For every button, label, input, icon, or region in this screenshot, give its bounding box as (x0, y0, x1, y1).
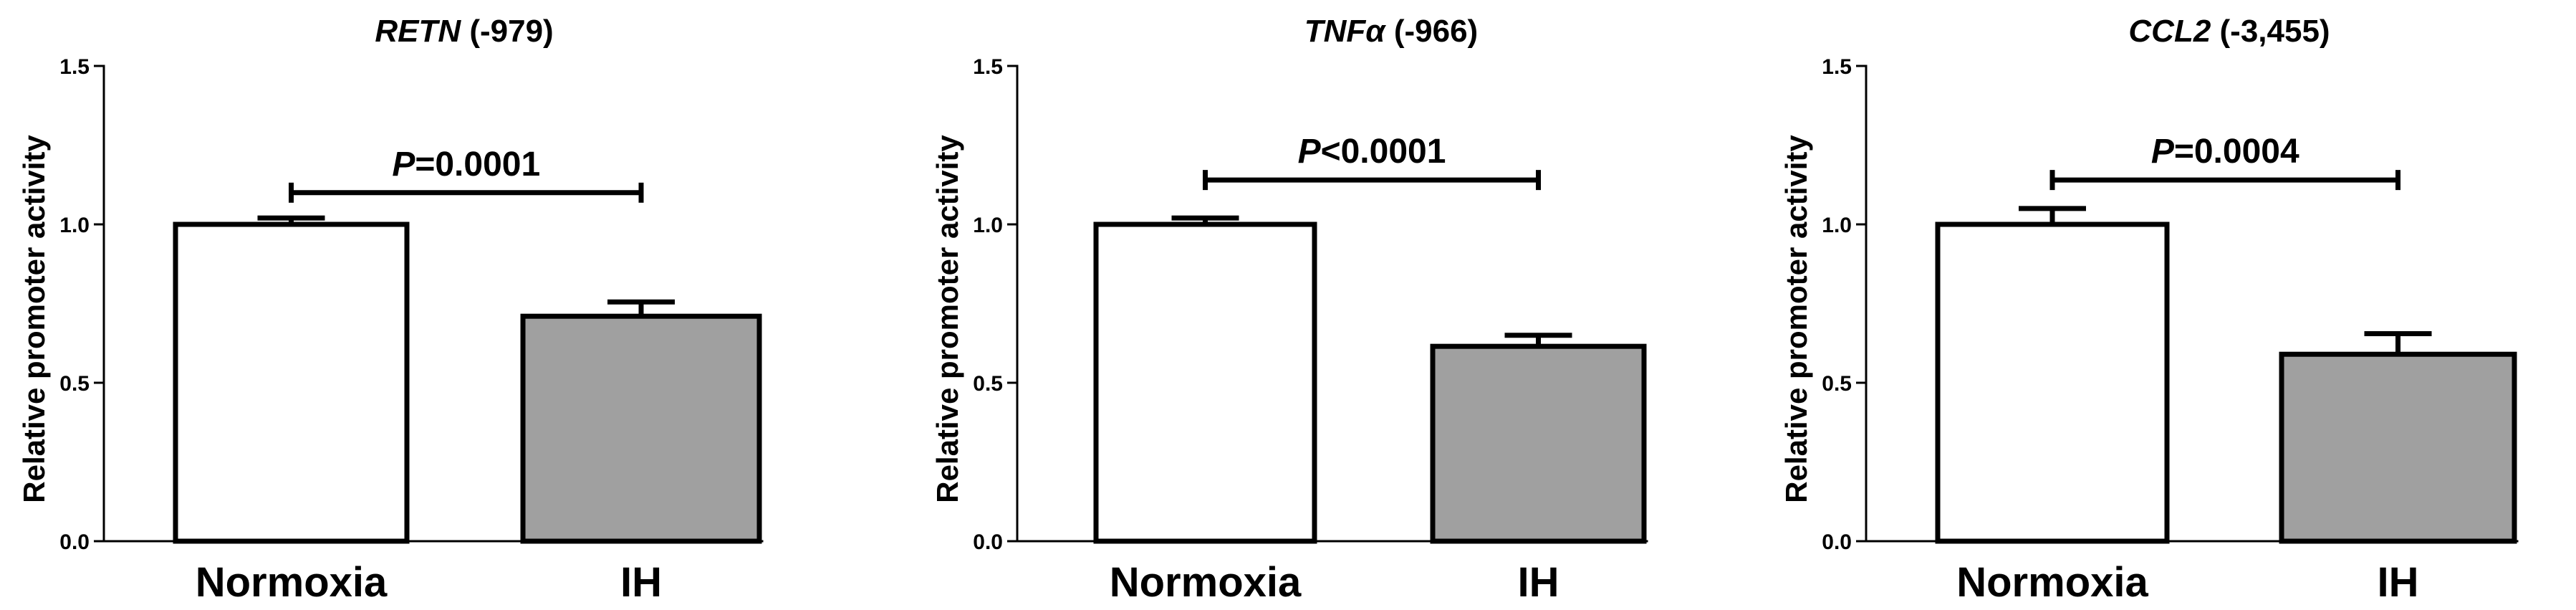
bar-ih (2279, 351, 2517, 544)
p-value: <0.0001 (1321, 133, 1446, 171)
y-tick-label: 0.0 (1822, 530, 1852, 554)
y-axis-label: Relative promoter activity (1779, 135, 1813, 503)
title-gene: TNFα (1304, 14, 1387, 49)
chart-panel-3: CCL2 (-3,455) Relative promoter activity N… (1779, 14, 2519, 606)
y-tick-label: 1.5 (1822, 55, 1852, 79)
chart-title: RETN (-979) (375, 14, 553, 49)
p-value: =0.0004 (2174, 133, 2299, 171)
y-tick-label: 0.5 (973, 372, 1003, 396)
x-tick-label-normoxia: Normoxia (196, 559, 388, 606)
chart-panel-1: RETN (-979) Relative promoter activity Nor… (17, 14, 764, 606)
p-value-label: P=0.0004 (2151, 133, 2299, 171)
p-value-label: P=0.0001 (392, 146, 540, 184)
chart-panel-2: TNFα (-966) Relative promoter activity Nor… (931, 14, 1648, 606)
x-tick-label-normoxia: Normoxia (1956, 559, 2148, 606)
x-tick-label-normoxia: Normoxia (1110, 559, 1302, 606)
p-symbol: P (392, 146, 415, 184)
x-tick-label-ih: IH (1518, 559, 1559, 606)
bar-normoxia (1093, 221, 1317, 544)
x-tick-label-ih: IH (2378, 559, 2419, 606)
x-tick-label-ih: IH (620, 559, 662, 606)
p-value-label: P<0.0001 (1298, 133, 1446, 171)
title-gene: CCL2 (2128, 14, 2211, 49)
title-suffix: (-966) (1385, 14, 1479, 49)
y-axis-label: Relative promoter activity (931, 135, 964, 503)
y-tick-label: 1.0 (973, 214, 1003, 237)
bar-ih (1430, 343, 1647, 544)
y-tick-label: 1.5 (59, 55, 90, 79)
y-tick-label: 1.5 (973, 55, 1003, 79)
y-tick-label: 0.0 (973, 530, 1003, 554)
title-suffix: (-3,455) (2211, 14, 2330, 49)
title-suffix: (-979) (461, 14, 554, 49)
y-tick-label: 0.5 (1822, 372, 1852, 396)
y-tick-label: 0.5 (59, 372, 90, 396)
chart-title: CCL2 (-3,455) (2128, 14, 2330, 49)
p-symbol: P (2151, 133, 2175, 171)
bar-normoxia (173, 221, 410, 544)
title-gene: RETN (375, 14, 461, 49)
p-value: =0.0001 (415, 146, 540, 184)
p-symbol: P (1298, 133, 1322, 171)
bar-ih (520, 313, 762, 544)
y-tick-label: 1.0 (59, 214, 90, 237)
y-tick-label: 0.0 (59, 530, 90, 554)
chart-title: TNFα (-966) (1304, 14, 1478, 49)
y-axis-label: Relative promoter activity (17, 135, 51, 503)
y-tick-label: 1.0 (1822, 214, 1852, 237)
bar-normoxia (1935, 221, 2170, 544)
